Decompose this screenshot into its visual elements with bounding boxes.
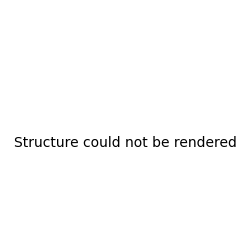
- Text: Structure could not be rendered: Structure could not be rendered: [14, 136, 236, 150]
